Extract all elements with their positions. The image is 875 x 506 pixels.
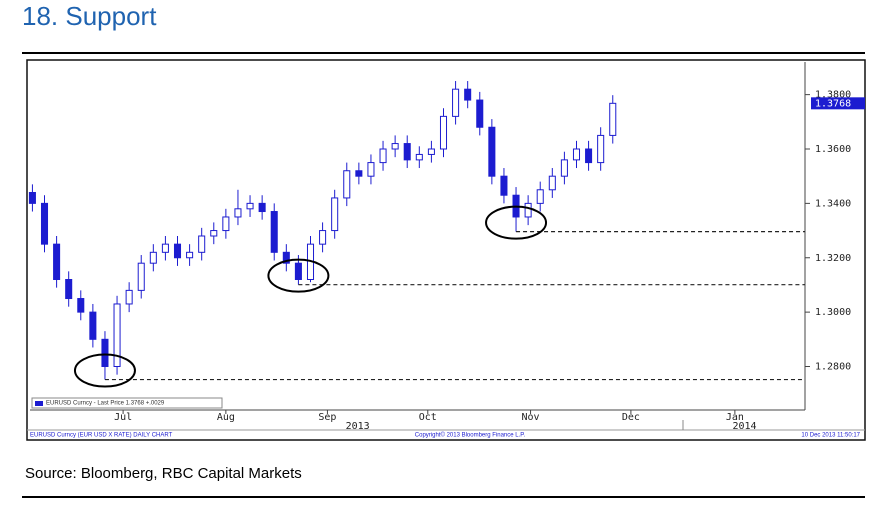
candle-body (210, 230, 218, 237)
candle-body (319, 230, 327, 245)
candle-body (331, 197, 339, 232)
year-label: 2014 (733, 421, 757, 432)
candle-body (355, 170, 363, 177)
candle-body (439, 115, 448, 150)
candle-body (161, 243, 169, 253)
y-tick-label: 1.3800 (815, 90, 851, 101)
candle-body (367, 162, 375, 177)
candle-body (258, 202, 266, 213)
y-tick-label: 1.3600 (815, 144, 851, 155)
candle-body (101, 338, 109, 367)
candle-body (343, 170, 351, 199)
candle-body (246, 202, 254, 210)
candle-body (173, 243, 182, 259)
candle-body (403, 143, 411, 161)
x-tick-label: Oct (419, 412, 437, 423)
candle-body (28, 192, 36, 204)
candle-body (113, 303, 121, 367)
y-tick-label: 1.3400 (815, 198, 851, 209)
candle-body (186, 251, 194, 259)
legend-label: EURUSD Curncy - Last Price 1.3768 +.0029 (46, 401, 165, 407)
x-tick-label: Aug (217, 412, 235, 423)
candle-body (89, 311, 97, 340)
support-circle (73, 353, 136, 388)
last-price-label: 1.3768 (815, 98, 851, 109)
source-note: Source: Bloomberg, RBC Capital Markets (25, 465, 302, 482)
candle-body (452, 88, 460, 117)
candle-body (536, 189, 544, 204)
y-tick-label: 1.2800 (815, 362, 851, 373)
candle-body (427, 148, 435, 155)
legend-swatch (35, 401, 43, 406)
candle-body (597, 134, 605, 164)
footer-right: 10 Dec 2013 11:50:17 (801, 433, 860, 439)
candle-body (572, 148, 581, 161)
candle-body (77, 298, 85, 313)
footer-left: EURUSD Curncy (EUR USD X RATE) DAILY CHA… (30, 433, 173, 439)
candle-body (222, 216, 230, 232)
candle-body (270, 211, 278, 253)
legend-box (31, 397, 223, 409)
candle-body (391, 143, 399, 150)
candle-body (294, 262, 302, 280)
candle-body (464, 88, 472, 101)
candle-body (149, 251, 157, 264)
support-circle (267, 258, 330, 293)
candle-body (476, 99, 484, 128)
candle-body (609, 102, 617, 136)
y-tick-label: 1.3200 (815, 253, 851, 264)
x-tick-label: Nov (522, 412, 540, 423)
x-tick-label: Jul (114, 412, 132, 423)
candle-body (198, 235, 206, 253)
candle-body (53, 243, 61, 280)
candle-body (65, 279, 73, 300)
candle-body (500, 175, 508, 196)
support-circle (485, 205, 548, 240)
candle-body (524, 202, 532, 218)
footer-center: Copyright© 2013 Bloomberg Finance L.P. (415, 432, 526, 439)
candle-body (282, 251, 290, 264)
candle-body (40, 202, 49, 245)
year-label: 2013 (346, 421, 370, 432)
candle-body (137, 262, 145, 291)
candle-body (560, 159, 568, 177)
x-tick-label: Jan (726, 412, 744, 423)
candle-body (415, 153, 423, 161)
last-price-box (811, 97, 865, 110)
x-tick-label: Sep (318, 412, 336, 423)
candle-body (234, 208, 242, 218)
candle-body (548, 175, 556, 191)
candle-body (125, 289, 133, 305)
y-tick-label: 1.3000 (815, 307, 851, 318)
candle-body (379, 148, 387, 164)
slide-title: 18. Support (22, 1, 157, 31)
x-tick-label: Dec (622, 412, 640, 423)
candle-body (585, 148, 593, 164)
candle-body (488, 126, 496, 177)
